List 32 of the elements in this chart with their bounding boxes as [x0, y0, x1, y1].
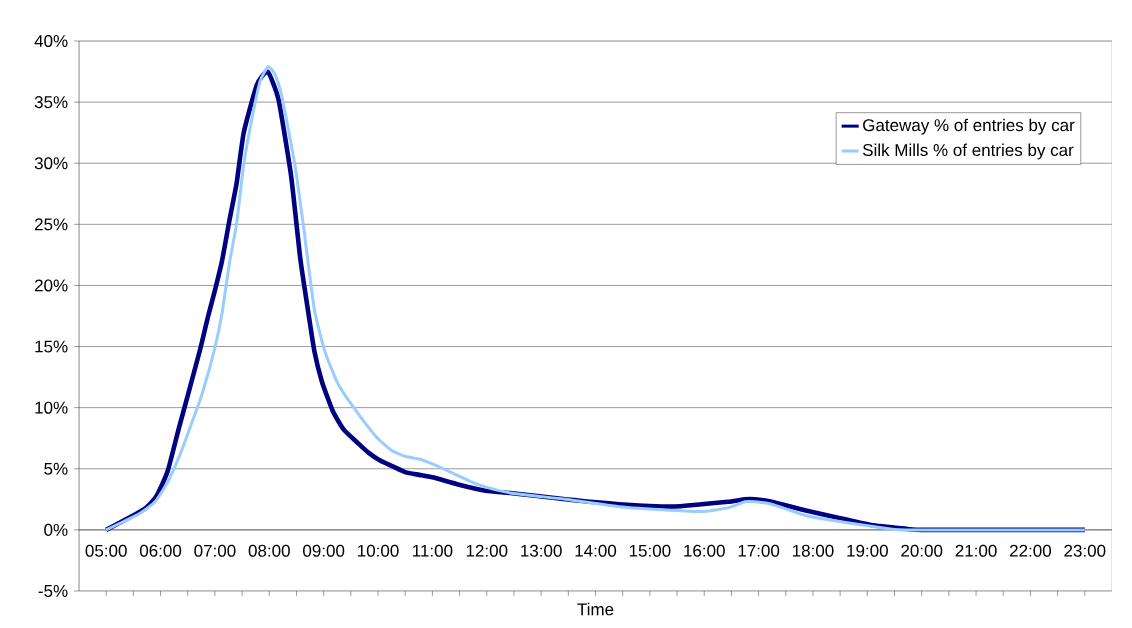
- x-tick-label: 05:00: [85, 544, 127, 557]
- x-tick-label: 17:00: [738, 544, 780, 557]
- y-tick-label: 25%: [34, 218, 68, 231]
- x-tick-label: 06:00: [139, 544, 182, 557]
- y-tick-label: 40%: [34, 34, 68, 48]
- x-tick-label: 15:00: [629, 544, 671, 557]
- x-tick-label: 22:00: [1010, 544, 1052, 557]
- y-tick-label: -5%: [38, 585, 68, 597]
- x-tick-label: 11:00: [413, 544, 453, 557]
- x-tick-label: 10:00: [358, 544, 399, 557]
- y-tick-label: 15%: [35, 340, 68, 353]
- x-tick-label: 19:00: [847, 544, 888, 557]
- x-axis-title: Time: [577, 602, 614, 616]
- legend-label: Silk Mills % of entries by car: [862, 143, 1074, 160]
- x-tick-label: 07:00: [194, 544, 236, 557]
- x-tick-label: 23:00: [1064, 544, 1106, 557]
- x-tick-label: 12:00: [466, 544, 508, 557]
- x-tick-label: 09:00: [303, 544, 345, 557]
- x-tick-label: 16:00: [684, 544, 725, 557]
- y-tick-label: 20%: [34, 279, 68, 292]
- y-tick-label: 5%: [44, 462, 68, 475]
- x-tick-label: 18:00: [792, 544, 834, 557]
- legend-label: Gateway % of entries by car: [863, 118, 1075, 135]
- x-tick-label: 20:00: [901, 544, 943, 557]
- x-tick-label: 13:00: [521, 544, 562, 557]
- x-tick-label: 21:00: [955, 544, 997, 557]
- y-tick-label: 30%: [34, 157, 68, 170]
- y-tick-label: 0%: [44, 523, 68, 536]
- y-tick-label: 35%: [34, 96, 68, 109]
- x-tick-label: 08:00: [248, 544, 290, 557]
- x-tick-label: 14:00: [575, 544, 617, 557]
- y-tick-label: 10%: [35, 401, 68, 414]
